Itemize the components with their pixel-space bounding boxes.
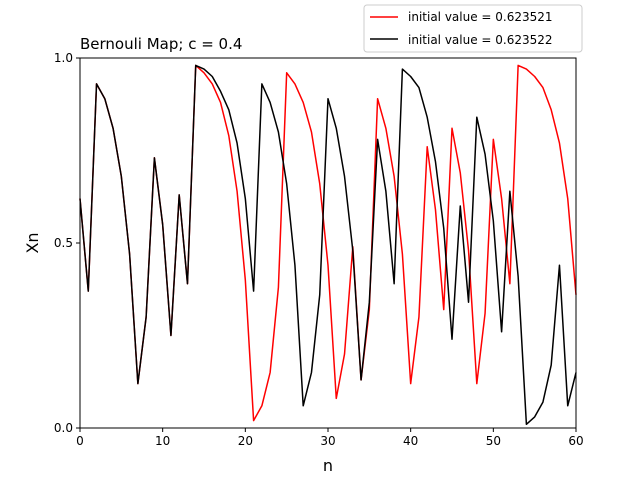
y-axis-ticks: 0.0 0.5 1.0 bbox=[54, 51, 80, 435]
x-tick-label: 0 bbox=[76, 434, 84, 448]
x-tick-label: 30 bbox=[320, 434, 335, 448]
x-tick-label: 50 bbox=[486, 434, 501, 448]
y-tick-label: 1.0 bbox=[54, 51, 73, 65]
legend-label-0: initial value = 0.623521 bbox=[408, 10, 553, 24]
x-tick-label: 10 bbox=[155, 434, 170, 448]
legend-box bbox=[363, 4, 583, 53]
y-tick-label: 0.0 bbox=[54, 421, 73, 435]
legend: initial value = 0.623521 initial value =… bbox=[363, 4, 583, 53]
x-tick-label: 60 bbox=[568, 434, 583, 448]
series-lines-layer bbox=[79, 64, 577, 426]
x-axis-ticks: 0 10 20 30 40 50 60 bbox=[76, 428, 584, 448]
x-axis-label: n bbox=[323, 456, 333, 475]
series-line-1 bbox=[79, 64, 577, 426]
chart-title: Bernouli Map; c = 0.4 bbox=[80, 35, 242, 53]
x-tick-label: 20 bbox=[238, 434, 253, 448]
x-tick-label: 40 bbox=[403, 434, 418, 448]
y-tick-label: 0.5 bbox=[54, 236, 73, 250]
legend-label-1: initial value = 0.623522 bbox=[408, 33, 553, 47]
y-axis-label: Xn bbox=[23, 232, 42, 253]
